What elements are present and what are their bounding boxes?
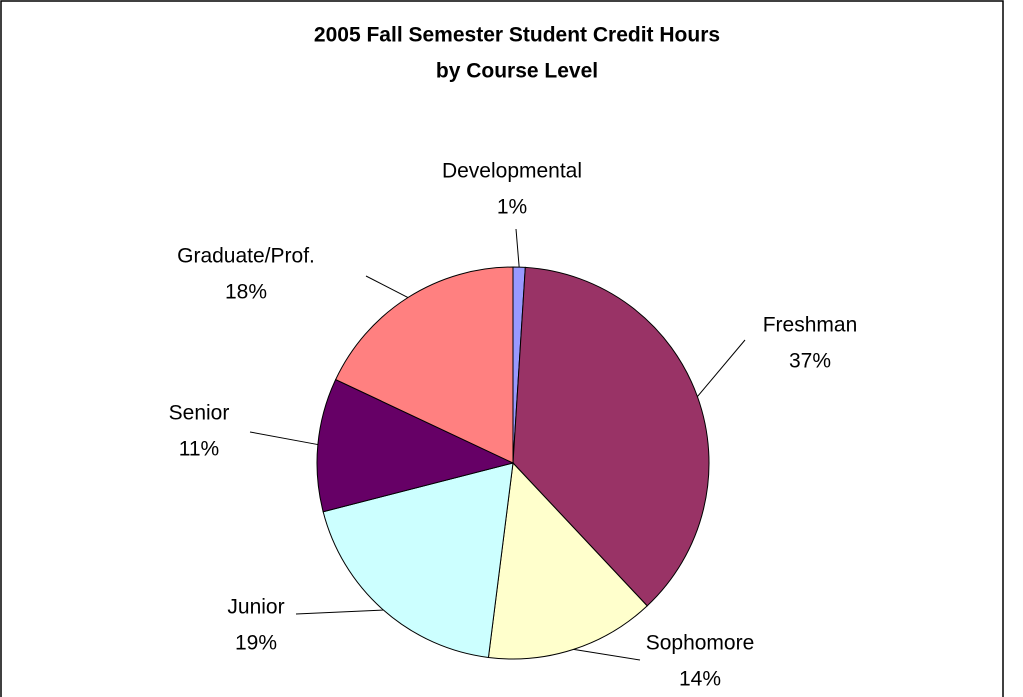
slice-label: Senior — [169, 402, 230, 425]
leader-line — [515, 228, 520, 268]
leader-line — [249, 431, 318, 446]
leader-line — [697, 339, 746, 397]
pie-slice — [512, 266, 710, 607]
slice-label: Junior — [227, 596, 284, 619]
slice-label: Developmental — [442, 160, 582, 183]
slice-value-label: 1% — [497, 196, 527, 219]
slice-value-label: 19% — [235, 632, 277, 655]
slice-label: Graduate/Prof. — [177, 245, 315, 268]
pie-slice — [487, 461, 648, 660]
leader-line — [295, 609, 384, 615]
pie-slice — [316, 378, 515, 513]
chart-title: 2005 Fall Semester Student Credit Hours — [314, 24, 720, 47]
chart-title: by Course Level — [436, 60, 598, 83]
slice-value-label: 37% — [789, 350, 831, 373]
slice-label: Sophomore — [646, 632, 755, 655]
slice-label: Freshman — [763, 314, 858, 337]
slice-value-label: 18% — [225, 281, 267, 304]
slice-value-label: 11% — [179, 438, 219, 461]
pie-slice — [322, 462, 514, 659]
leader-line — [573, 648, 641, 661]
leader-line — [365, 275, 409, 298]
pie-slice — [334, 266, 514, 464]
slice-value-label: 14% — [679, 668, 721, 691]
